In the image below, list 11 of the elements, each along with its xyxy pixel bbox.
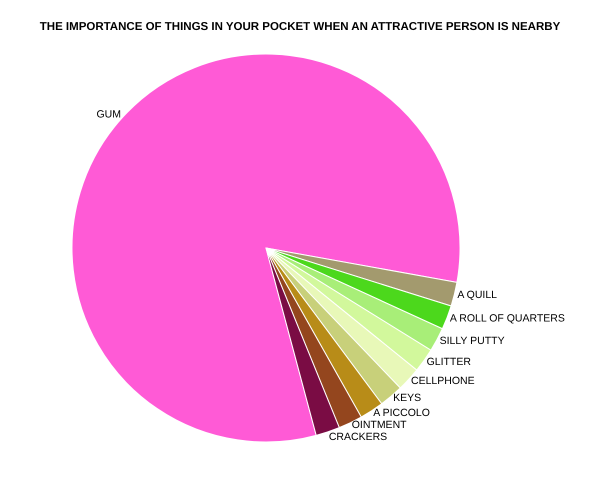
slice-label: GLITTER (426, 356, 472, 368)
slice-label: KEYS (393, 392, 422, 404)
slice-label: CELLPHONE (411, 375, 475, 388)
chart-title: THE IMPORTANCE OF THINGS IN YOUR POCKET WHEN AN ATTRACTIVE PERSON IS NEARBY (40, 21, 561, 33)
slice-label: A ROLL OF QUARTERS (450, 312, 565, 324)
slice-label: SILLY PUTTY (440, 334, 505, 347)
slice-label: OINTMENT (352, 419, 408, 432)
slice-label: GUM (96, 108, 121, 120)
slice-label: A QUILL (457, 288, 498, 301)
slice-label: CRACKERS (328, 431, 388, 444)
slice-label: A PICCOLO (373, 407, 430, 419)
